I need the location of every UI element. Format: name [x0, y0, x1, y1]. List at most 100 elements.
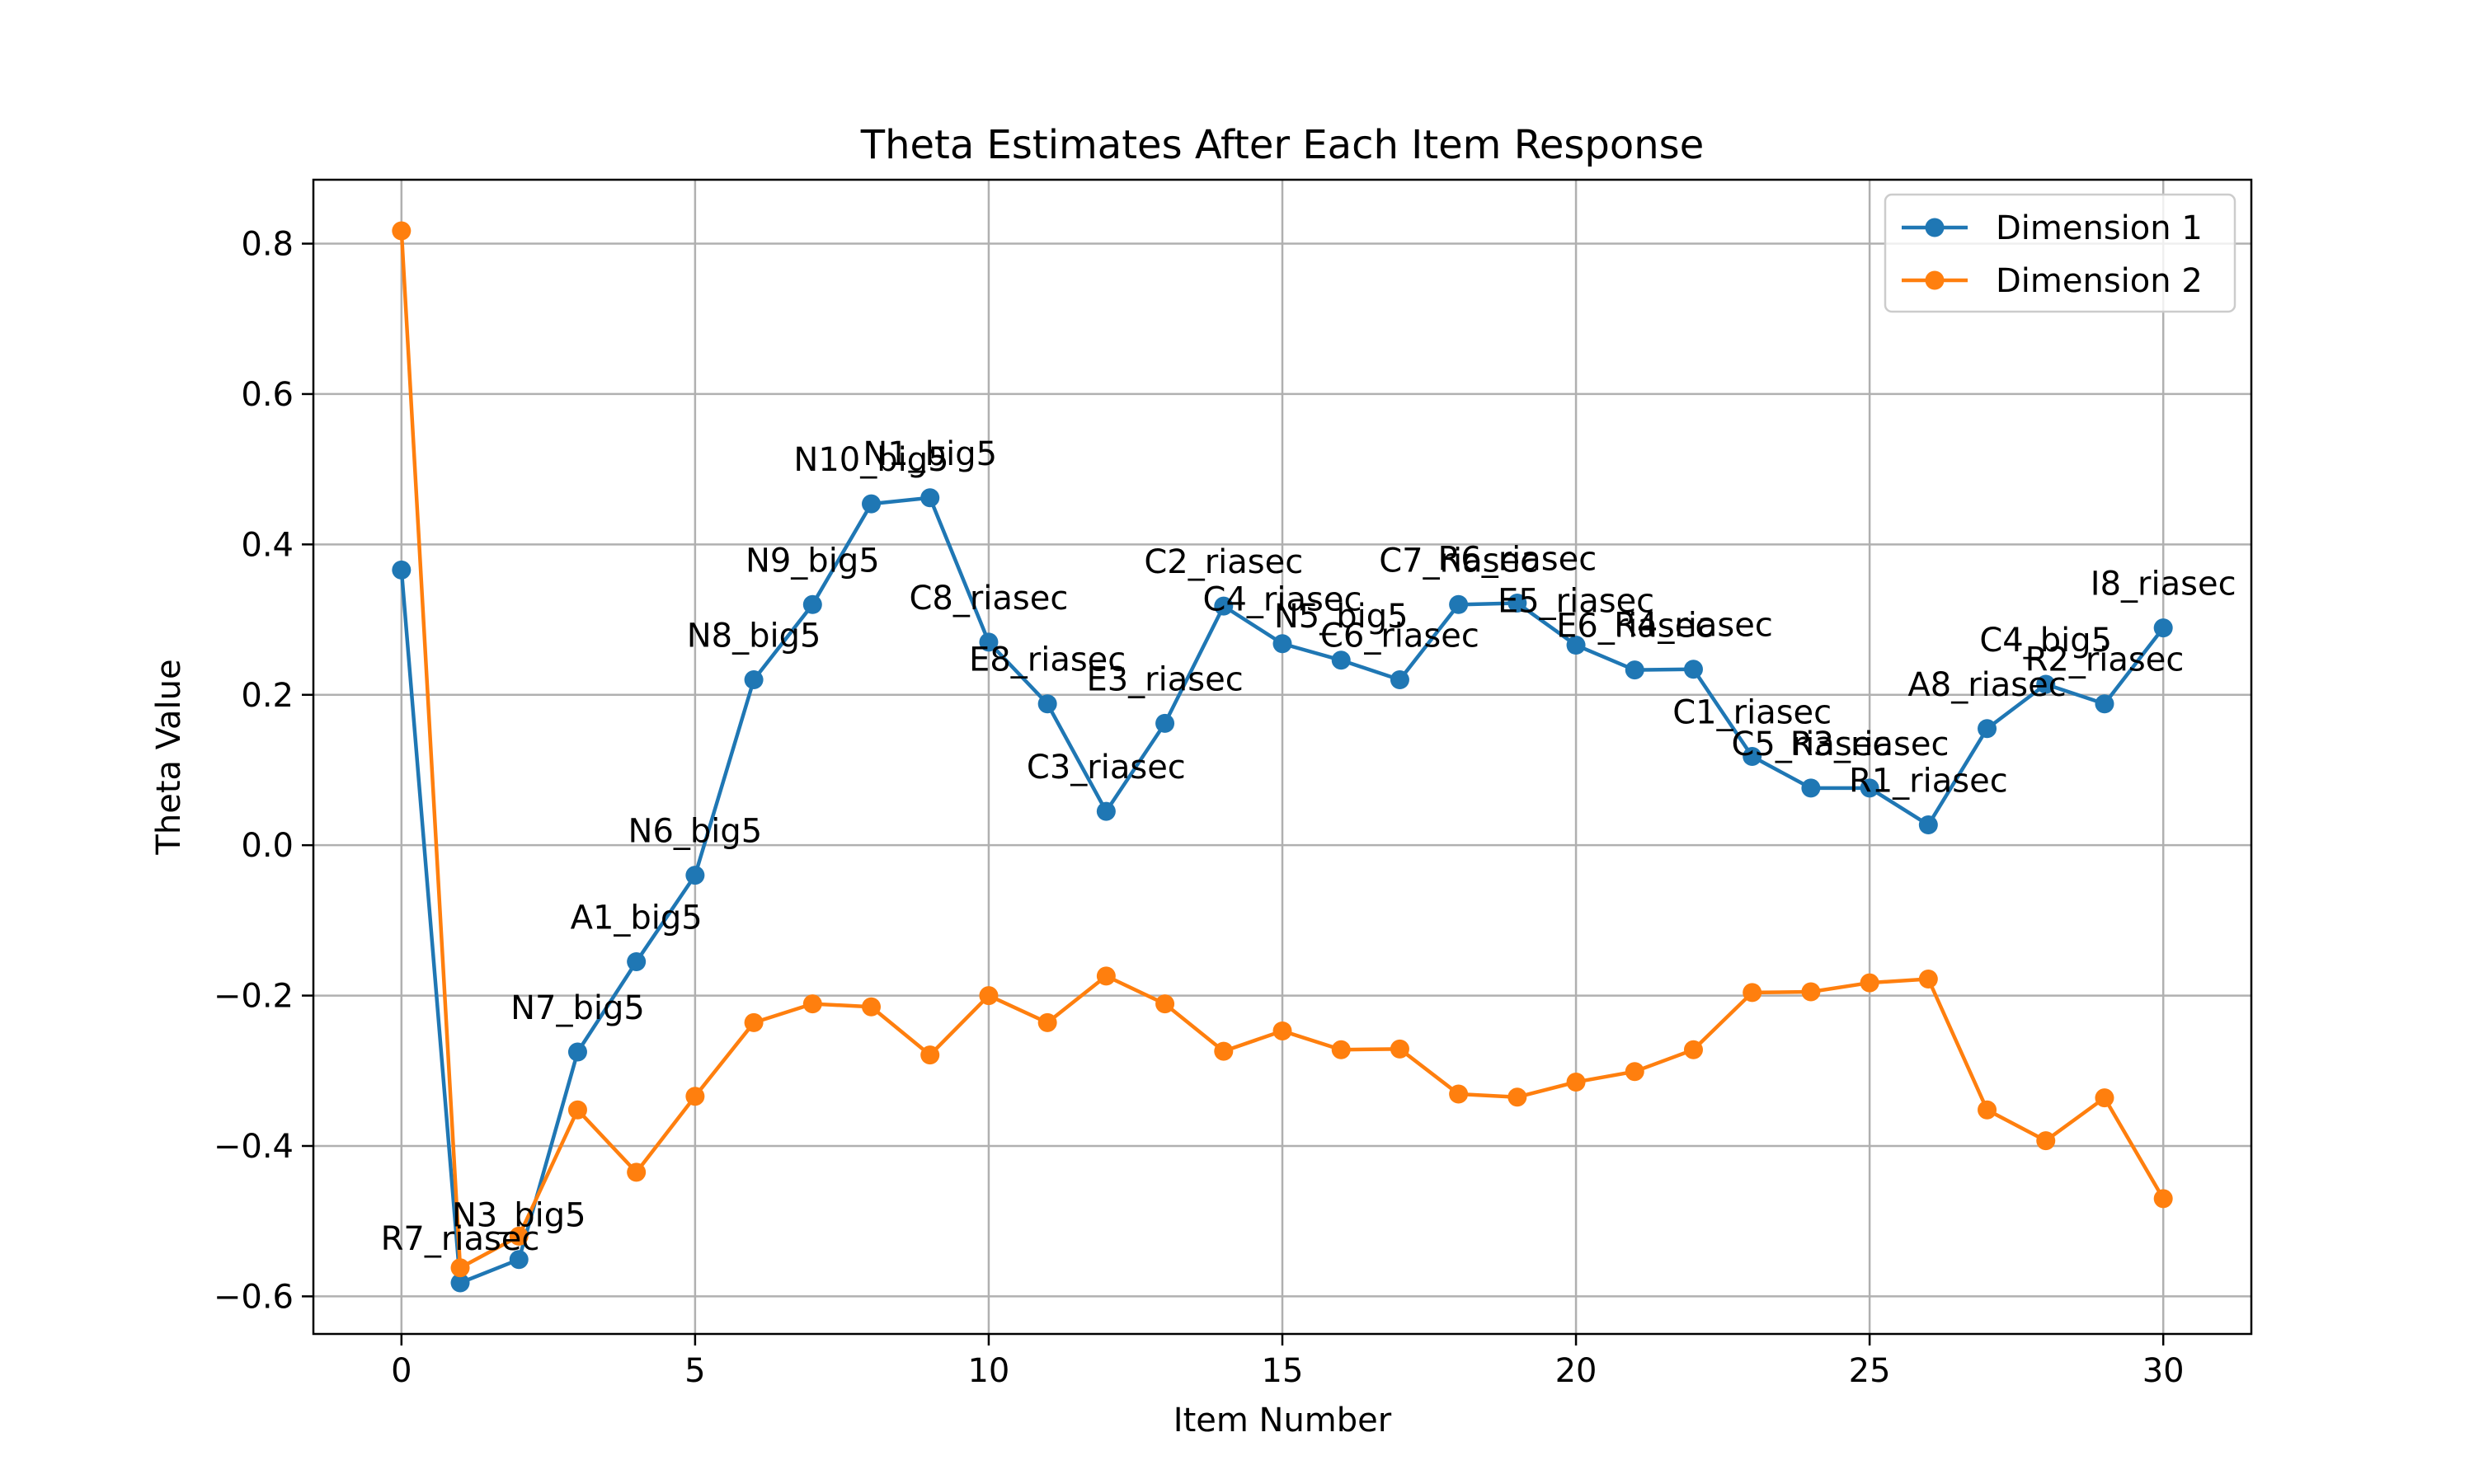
legend-box	[1884, 193, 2236, 313]
axis-ticks: 0 5 10 15 20 25 30 −0.6 −0.4 −0.2 0.0 0.2 0.4 0.6 0.8	[214, 226, 2185, 1390]
data-point	[1272, 634, 1292, 654]
data-point	[685, 1087, 705, 1106]
chart-title: Theta Estimates After Each Item Response	[860, 122, 1704, 168]
data-point	[509, 1250, 529, 1270]
data-point	[1683, 1040, 1703, 1059]
y-tick-label: 0.2	[241, 677, 294, 715]
point-label: R6_riasec	[1437, 540, 1597, 578]
point-label: N5_big5	[1274, 598, 1409, 636]
data-point	[1507, 1087, 1527, 1107]
data-point	[1214, 1041, 1234, 1061]
point-label: N7_big5	[510, 989, 645, 1027]
point-label: R1_riasec	[1849, 763, 2008, 801]
point-label: C1_riasec	[1672, 694, 1832, 732]
data-point	[744, 1012, 764, 1032]
point-label: C6_riasec	[1320, 618, 1479, 655]
point-label: C7_riasec	[1379, 542, 1538, 580]
point-label: N3_big5	[452, 1197, 586, 1235]
data-point	[1743, 747, 1762, 767]
data-point	[1155, 994, 1175, 1014]
point-label: C5_riasec	[1731, 726, 1890, 763]
point-label: E8_riasec	[969, 641, 1126, 679]
data-point	[1272, 1021, 1292, 1040]
data-point	[2036, 674, 2056, 694]
data-point	[1683, 660, 1703, 679]
point-label: C3_riasec	[1027, 749, 1186, 787]
point-label: N1_big5	[863, 435, 997, 473]
y-tick-label: −0.4	[214, 1128, 294, 1166]
data-point	[1331, 1040, 1351, 1059]
point-label: C2_riasec	[1144, 543, 1303, 581]
point-label: A1_big5	[571, 899, 703, 937]
data-point	[392, 221, 412, 241]
legend-marker	[1925, 218, 1945, 237]
data-point	[802, 594, 822, 614]
x-tick-label: 5	[684, 1352, 705, 1390]
y-axis-label: Theta Value	[150, 659, 188, 855]
data-point	[1037, 1012, 1057, 1032]
data-point	[1860, 778, 1879, 798]
data-point	[920, 1045, 940, 1065]
y-tick-label: 0.8	[241, 226, 294, 264]
x-tick-label: 25	[1849, 1352, 1891, 1390]
data-point	[2153, 1189, 2173, 1209]
data-point	[1978, 719, 1997, 739]
data-point	[920, 488, 940, 508]
data-point	[1214, 596, 1234, 616]
x-axis-label: Item Number	[1174, 1402, 1392, 1439]
data-point	[1625, 660, 1644, 680]
data-point	[1155, 713, 1175, 733]
legend-label: Dimension 1	[1996, 209, 2203, 247]
data-point	[1390, 670, 1409, 690]
data-point	[1096, 801, 1116, 821]
x-tick-label: 15	[1262, 1352, 1304, 1390]
series-layer	[392, 221, 2173, 1293]
data-point	[1507, 593, 1527, 613]
data-point	[509, 1226, 529, 1246]
data-point	[2095, 694, 2114, 714]
data-point	[1449, 594, 1469, 614]
point-label: E6_riasec	[1556, 608, 1713, 646]
legend-marker	[1925, 270, 1945, 290]
point-label: C4_big5	[1979, 622, 2112, 660]
data-point	[2036, 1131, 2056, 1151]
data-point	[1625, 1062, 1644, 1082]
data-point	[1918, 970, 1938, 989]
legend-label: Dimension 2	[1996, 262, 2203, 300]
data-point	[1096, 966, 1116, 986]
grid-lines	[313, 180, 2251, 1334]
y-tick-label: −0.2	[214, 978, 294, 1016]
x-tick-label: 10	[967, 1352, 1009, 1390]
data-point	[1449, 1084, 1469, 1104]
data-point	[567, 1042, 587, 1062]
point-label: E3_riasec	[1086, 660, 1243, 698]
data-point	[1390, 1039, 1409, 1059]
point-label: N6_big5	[628, 813, 763, 851]
x-tick-label: 30	[2142, 1352, 2185, 1390]
y-tick-label: 0.4	[241, 526, 294, 564]
data-point	[1978, 1100, 1997, 1120]
data-point	[1566, 636, 1586, 655]
data-point	[567, 1100, 587, 1120]
point-label: R7_riasec	[381, 1220, 540, 1258]
y-tick-label: −0.6	[214, 1278, 294, 1316]
y-tick-label: 0.6	[241, 376, 294, 414]
point-label: N8_big5	[687, 618, 821, 655]
data-point	[1566, 1072, 1586, 1092]
x-tick-label: 20	[1555, 1352, 1597, 1390]
data-point	[979, 986, 999, 1006]
data-point	[1801, 778, 1821, 798]
data-point	[2095, 1088, 2114, 1108]
point-label: R2_riasec	[2025, 641, 2185, 679]
point-label: C8_riasec	[909, 580, 1068, 618]
data-point	[744, 670, 764, 690]
data-point	[979, 632, 999, 652]
data-point	[450, 1273, 470, 1293]
data-point	[862, 494, 882, 514]
data-point	[802, 994, 822, 1014]
data-point	[1860, 973, 1879, 993]
data-point	[1743, 983, 1762, 1003]
x-tick-label: 0	[391, 1352, 412, 1390]
